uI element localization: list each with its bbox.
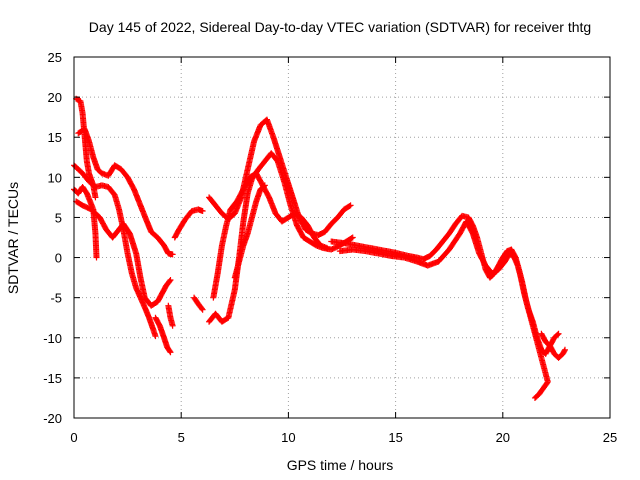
- data-point-marker: [167, 349, 174, 356]
- x-tick-label: 25: [603, 430, 617, 445]
- data-point-marker: [169, 251, 176, 258]
- data-point-marker: [261, 182, 268, 189]
- y-tick-label: 0: [55, 251, 62, 266]
- plot-border: [73, 56, 611, 419]
- data-point-marker: [554, 331, 561, 338]
- x-tick-label: 0: [70, 430, 77, 445]
- data-point-marker: [532, 394, 539, 401]
- track-13: [231, 182, 268, 281]
- y-tick-label: -10: [43, 331, 62, 346]
- data-point-marker: [323, 244, 330, 251]
- x-tick-label: 10: [281, 430, 295, 445]
- x-axis-label: GPS time / hours: [287, 457, 394, 473]
- data-point-marker: [561, 346, 568, 353]
- data-point-marker: [531, 394, 538, 401]
- data-point-marker: [169, 322, 176, 329]
- x-tick-label: 5: [178, 430, 185, 445]
- y-tick-label: -20: [43, 411, 62, 426]
- track-16: [538, 330, 568, 361]
- x-tick-label: 20: [496, 430, 510, 445]
- track-9: [191, 294, 206, 313]
- data-point-marker: [167, 277, 174, 284]
- track-5: [73, 198, 174, 309]
- data-point-marker: [347, 202, 354, 209]
- y-tick-label: -15: [43, 371, 62, 386]
- data-point-marker: [349, 234, 356, 241]
- track-15: [336, 218, 551, 401]
- y-tick-label: 25: [48, 50, 62, 65]
- data-point-marker: [260, 183, 267, 190]
- y-tick-label: 20: [48, 90, 62, 105]
- track-7: [165, 302, 176, 329]
- data-point-marker: [92, 194, 99, 201]
- y-tick-label: 10: [48, 170, 62, 185]
- track-4: [71, 183, 100, 261]
- track-6: [152, 314, 174, 356]
- data-point-marker: [199, 208, 206, 215]
- grid-lines: [74, 57, 610, 418]
- y-tick-label: 5: [55, 210, 62, 225]
- data-point-marker: [346, 203, 353, 210]
- data-point-marker: [93, 254, 100, 261]
- plot-frame: [73, 56, 611, 419]
- track-12: [210, 170, 330, 301]
- data-point-marker: [198, 305, 205, 312]
- y-axis-label: SDTVAR / TECUs: [5, 182, 21, 294]
- track-8: [171, 206, 206, 241]
- track-10: [206, 116, 354, 239]
- x-tick-label: 15: [388, 430, 402, 445]
- track-2: [75, 126, 176, 258]
- y-tick-label: 15: [48, 130, 62, 145]
- data-point-marker: [152, 333, 159, 340]
- chart-title: Day 145 of 2022, Sidereal Day-to-day VTE…: [89, 19, 591, 35]
- y-tick-label: -5: [50, 291, 62, 306]
- axis-ticks: [73, 56, 611, 419]
- data-point-marker: [348, 235, 355, 242]
- data-point-marker: [166, 277, 173, 284]
- data-point-marker: [555, 330, 562, 337]
- data-point-marker: [166, 348, 173, 355]
- data-point-marker: [199, 306, 206, 313]
- tick-labels: 0 5 10 15 20 25 -20 -15 -10 -5 0 5 10 15 20 25: [43, 50, 617, 445]
